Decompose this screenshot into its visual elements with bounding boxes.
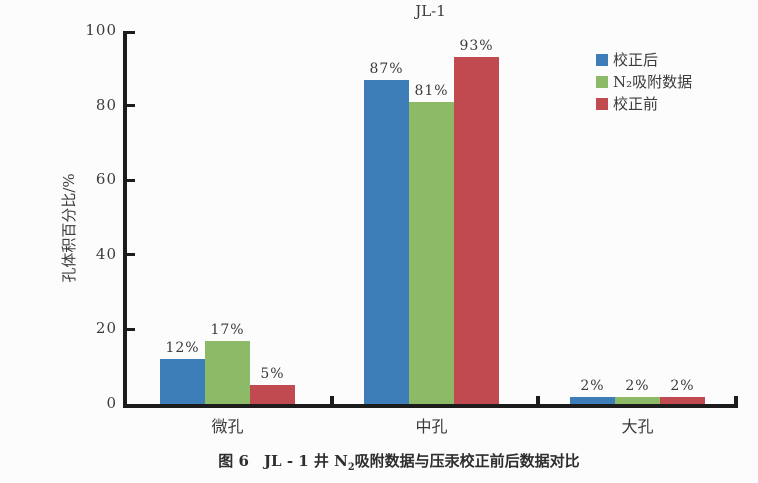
category-label-2: 大孔 [621,417,654,436]
y-tick-label: 60 [95,170,117,189]
bar-value-label: 17% [210,321,245,338]
y-tick [127,31,135,34]
bar-value-label: 12% [165,340,200,357]
caption-text-tail: 吸附数据与压汞校正前后数据对比 [354,452,580,470]
legend-swatch [596,75,608,88]
legend-label: 校正前 [613,95,659,113]
bar-series1-cat0: 17% [205,322,250,404]
figure-caption: 图 6 JL - 1 井 N2吸附数据与压汞校正前后数据对比 [20,450,758,473]
legend: 校正后 N₂吸附数据 校正前 [596,51,692,119]
x-tick [330,396,334,404]
legend-item-1: N₂吸附数据 [596,73,692,91]
legend-label: 校正后 [613,51,659,69]
legend-label: N₂吸附数据 [613,73,693,91]
y-tick-label: 40 [95,244,117,263]
bar-series2-cat1: 93% [454,38,499,404]
bar-value-label: 93% [459,38,494,55]
bar-group-1: 87% 81% 93% [364,38,499,404]
category-label-1: 中孔 [415,417,448,436]
bar-value-label: 81% [414,82,449,99]
bar-series0-cat0: 12% [160,340,205,404]
bar-series2-cat0: 5% [250,366,295,404]
bar-series1-cat1: 81% [409,83,454,404]
bar-value-label: 2% [580,377,605,394]
y-tick [127,104,135,108]
legend-swatch [596,53,608,66]
bar-value-label: 87% [369,60,404,77]
bar-series1-cat2: 2% [615,378,660,404]
legend-item-0: 校正后 [596,51,692,69]
y-tick-label: 80 [95,95,117,114]
y-tick [127,327,135,331]
bar-value-label: 5% [260,366,285,383]
plot-area: 12% 17% 5% 87% 81% 93% 2% 2% 2% [123,31,738,408]
y-tick-label: 100 [85,21,117,39]
bar-series0-cat1: 87% [364,61,409,404]
legend-swatch [596,97,608,110]
bar-series0-cat2: 2% [570,378,615,404]
caption-text: 图 6 JL - 1 井 N [218,452,348,470]
y-tick-label: 0 [106,394,117,412]
bar-series2-cat2: 2% [660,378,705,404]
legend-item-2: 校正前 [596,95,692,113]
y-tick [127,178,135,182]
caption-subscript: 2 [347,462,355,473]
category-label-0: 微孔 [211,417,244,436]
x-tick [734,396,738,404]
bar-group-0: 12% 17% 5% [160,322,295,404]
bar-value-label: 2% [625,377,650,394]
bar-value-label: 2% [670,377,695,394]
chart-title: JL-1 [415,2,446,20]
bar-group-2: 2% 2% 2% [570,378,705,404]
y-tick-label: 20 [95,319,117,338]
x-tick [536,396,540,404]
y-tick [127,253,135,257]
